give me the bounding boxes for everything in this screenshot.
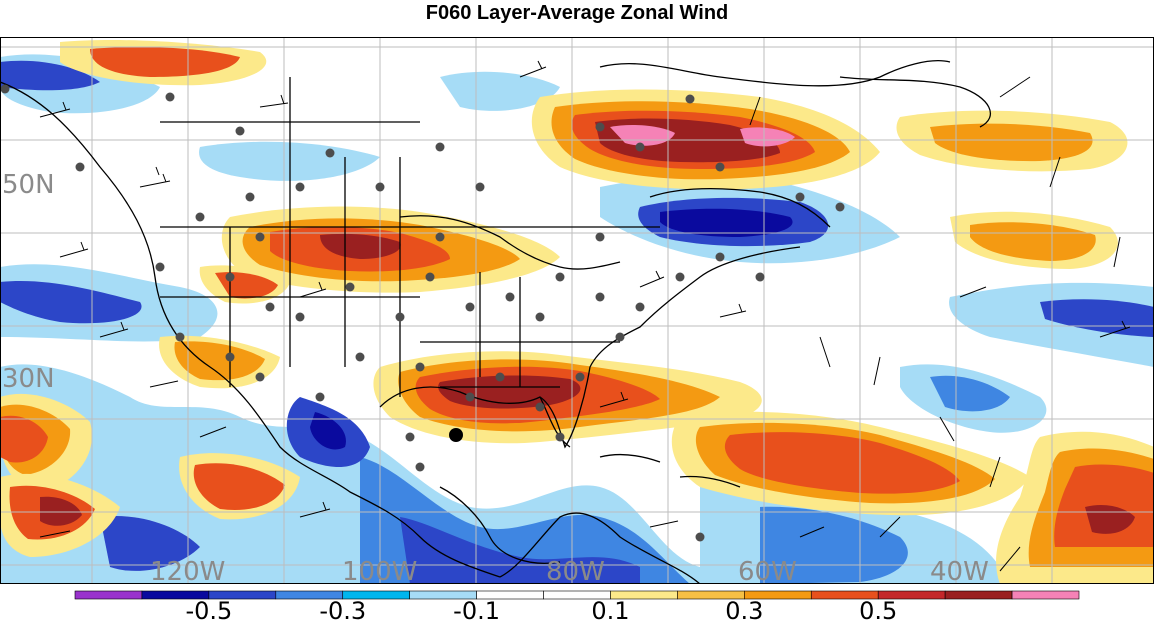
colorbar-label: 0.1 (591, 597, 629, 622)
contour-negative (100, 516, 200, 571)
contour-positive (40, 496, 82, 526)
colorbar-label: 0.5 (859, 597, 897, 622)
lon-label: 120W (150, 557, 225, 584)
contour-positive (1, 415, 48, 463)
colorbar-label: -0.5 (185, 597, 232, 622)
lon-label: 80W (546, 557, 605, 584)
lon-label: 40W (930, 557, 989, 584)
lat-label: 30N (2, 364, 55, 394)
station-markers (0, 84, 845, 542)
coastlines (1, 60, 992, 583)
wind-barbs (39, 60, 1131, 572)
colorbar-swatch (74, 590, 143, 600)
contour-positive (90, 47, 240, 77)
contour-negative (400, 517, 640, 583)
contour-positive (320, 233, 401, 259)
map-title: F060 Layer-Average Zonal Wind (425, 2, 729, 24)
contour-negative (1, 281, 142, 324)
colorbar-label: -0.3 (319, 597, 366, 622)
contour-positive (724, 432, 960, 494)
contour-positive (610, 125, 675, 146)
contour-negative (660, 208, 793, 237)
colorbar: -0.5 -0.3 -0.1 0.1 0.3 0.5 (74, 590, 1080, 622)
colorbar-labels: -0.5 -0.3 -0.1 0.1 0.3 0.5 (185, 597, 897, 622)
colorbar-swatches (74, 590, 1080, 600)
colorbar-swatch (944, 590, 1013, 600)
lon-label: 60W (738, 557, 797, 584)
colorbar-label: 0.3 (725, 597, 763, 622)
contour-positive (174, 341, 265, 381)
zonal-wind-map: 50N 30N 120W 100W 80W 60W 40W (0, 37, 1154, 584)
contour-negative (440, 71, 560, 111)
highlight-station-marker (449, 428, 463, 442)
contour-negative (760, 506, 908, 583)
lon-label: 100W (342, 557, 417, 584)
contour-positive (970, 222, 1096, 261)
lat-label: 50N (2, 170, 55, 200)
contour-negative (930, 375, 1010, 412)
contour-negative (310, 412, 346, 450)
contour-positive (740, 127, 795, 147)
contour-negative (1, 60, 100, 91)
colorbar-label: -0.1 (453, 597, 500, 622)
colorbar-swatch (1011, 590, 1080, 600)
contour-positive (193, 463, 285, 510)
graticule (1, 38, 1153, 583)
